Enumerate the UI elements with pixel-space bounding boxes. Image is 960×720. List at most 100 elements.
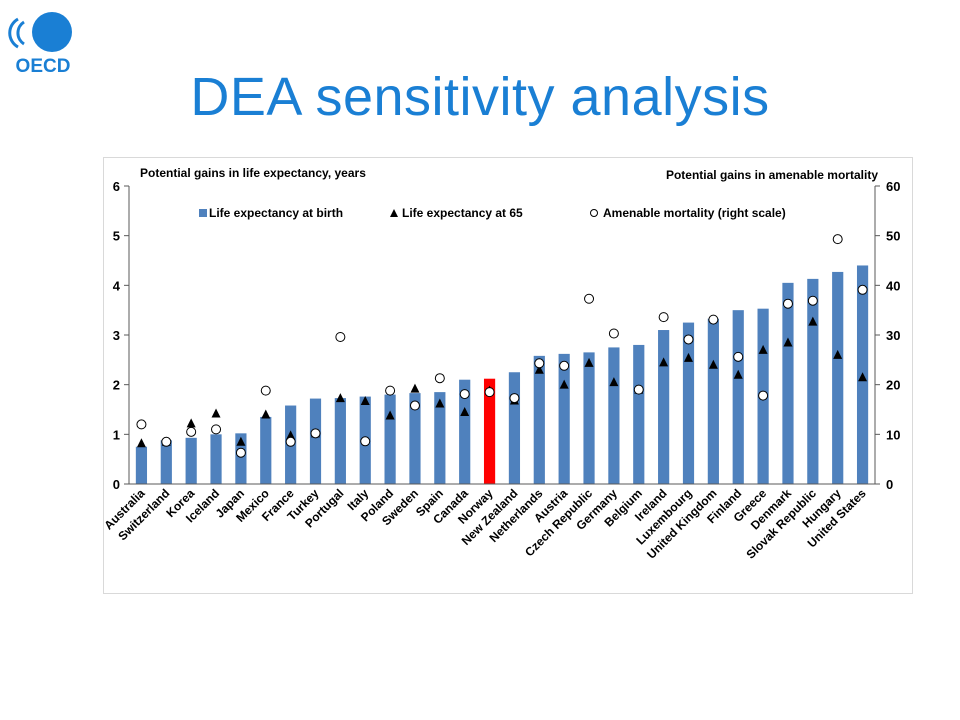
y-left-tick-label: 3	[113, 328, 120, 343]
bar-iceland	[210, 434, 222, 484]
triangle-marker-australia	[136, 438, 146, 448]
legend-label-65: Life expectancy at 65	[402, 206, 523, 220]
bar-korea	[185, 437, 197, 484]
triangle-marker-austria	[559, 379, 569, 389]
y-left-tick-label: 2	[113, 378, 120, 393]
bar-canada	[459, 379, 471, 484]
legend-triangle-swatch	[390, 209, 398, 217]
bar-finland	[732, 310, 744, 484]
circle-marker-slovak-republic	[807, 295, 818, 306]
y-left-tick-label: 4	[113, 278, 121, 293]
bar-spain	[434, 392, 446, 484]
circle-marker-germany	[608, 328, 619, 339]
y-right-tick-label: 30	[886, 328, 900, 343]
bar-switzerland	[160, 440, 172, 484]
circle-marker-mexico	[260, 385, 271, 396]
circle-marker-switzerland	[161, 436, 172, 447]
circle-marker-denmark	[782, 298, 793, 309]
legend-bar-swatch	[199, 209, 207, 217]
circle-marker-sweden	[409, 400, 420, 411]
bar-hungary	[832, 271, 844, 484]
legend-label-mortality: Amenable mortality (right scale)	[603, 206, 786, 220]
circle-marker-spain	[434, 373, 445, 384]
triangle-marker-united-states	[858, 372, 868, 382]
circle-marker-japan	[235, 447, 246, 458]
circle-marker-new-zealand	[509, 393, 520, 404]
circle-marker-italy	[360, 436, 371, 447]
circle-marker-norway	[484, 387, 495, 398]
slide-title: DEA sensitivity analysis	[190, 67, 770, 127]
legend-label-birth: Life expectancy at birth	[209, 206, 343, 220]
y-right-axis-title: Potential gains in amenable mortality	[666, 168, 878, 182]
y-left-tick-label: 1	[113, 427, 120, 442]
bar-sweden	[409, 393, 421, 484]
triangle-marker-france	[286, 430, 296, 440]
circle-marker-canada	[459, 389, 470, 400]
triangle-marker-hungary	[833, 349, 843, 359]
bar-australia	[135, 446, 148, 484]
chart-frame: 0 1 2 3 4 5 6 0 10 20 30 40 50 60 Potential gains in l…	[101, 157, 913, 594]
triangle-marker-iceland	[211, 408, 221, 418]
triangle-marker-italy	[360, 396, 370, 406]
y-right-tick-label: 20	[886, 378, 900, 393]
y-left-tick-label: 6	[113, 179, 120, 194]
y-right-tick-label: 10	[886, 427, 900, 442]
circle-marker-united-kingdom	[708, 314, 719, 325]
circle-marker-belgium	[633, 384, 644, 395]
oecd-logo: OECD	[8, 12, 72, 76]
y-right-tick-label: 60	[886, 179, 900, 194]
circle-marker-finland	[733, 351, 744, 362]
oecd-logo-mark	[8, 17, 25, 49]
triangle-marker-united-kingdom	[708, 359, 718, 369]
bar-ireland	[658, 330, 670, 484]
triangle-marker-mexico	[261, 409, 271, 419]
triangle-marker-portugal	[335, 393, 345, 403]
circle-marker-luxembourg	[683, 334, 694, 345]
bar-germany	[608, 347, 620, 484]
y-right-tick-label: 50	[886, 229, 900, 244]
bar-austria	[558, 353, 570, 484]
bar-united-kingdom	[707, 318, 719, 484]
triangle-marker-czech-republic	[584, 357, 594, 367]
circle-marker-turkey	[310, 428, 321, 439]
circle-marker-poland	[385, 385, 396, 396]
triangle-marker-greece	[758, 344, 768, 354]
bar-netherlands	[533, 355, 545, 484]
triangle-marker-spain	[435, 398, 445, 408]
circle-marker-czech-republic	[584, 293, 595, 304]
circle-marker-greece	[758, 390, 769, 401]
oecd-logo-disc	[32, 12, 72, 52]
y-left-tick-label: 5	[113, 229, 120, 244]
circle-marker-france	[285, 436, 296, 447]
bar-denmark	[782, 282, 794, 484]
bar-czech-republic	[583, 352, 595, 484]
triangle-marker-slovak-republic	[808, 316, 818, 326]
circle-marker-korea	[186, 426, 197, 437]
y-left-tick-label: 0	[113, 477, 120, 492]
triangle-marker-korea	[186, 418, 196, 428]
triangle-marker-japan	[236, 436, 246, 446]
bar-belgium	[633, 344, 645, 484]
bar-japan	[235, 433, 247, 484]
triangle-marker-netherlands	[534, 364, 544, 374]
triangle-marker-poland	[385, 410, 395, 420]
circle-marker-united-states	[857, 284, 868, 295]
triangle-marker-denmark	[783, 337, 793, 347]
bar-turkey	[309, 398, 322, 484]
circle-marker-netherlands	[534, 358, 545, 369]
bar-portugal	[334, 398, 346, 484]
circle-marker-ireland	[658, 312, 669, 323]
circle-marker-hungary	[832, 234, 843, 245]
circle-marker-portugal	[335, 331, 346, 342]
triangle-marker-canada	[460, 406, 470, 416]
bar-poland	[384, 394, 396, 484]
oecd-logo-text: OECD	[16, 56, 71, 76]
triangle-marker-ireland	[659, 357, 669, 367]
bar-luxembourg	[682, 322, 695, 484]
triangle-marker-finland	[733, 369, 743, 379]
triangle-marker-germany	[609, 377, 619, 387]
triangle-marker-luxembourg	[684, 352, 693, 362]
y-right-tick-label: 40	[886, 278, 900, 293]
legend-circle-swatch	[590, 209, 598, 217]
